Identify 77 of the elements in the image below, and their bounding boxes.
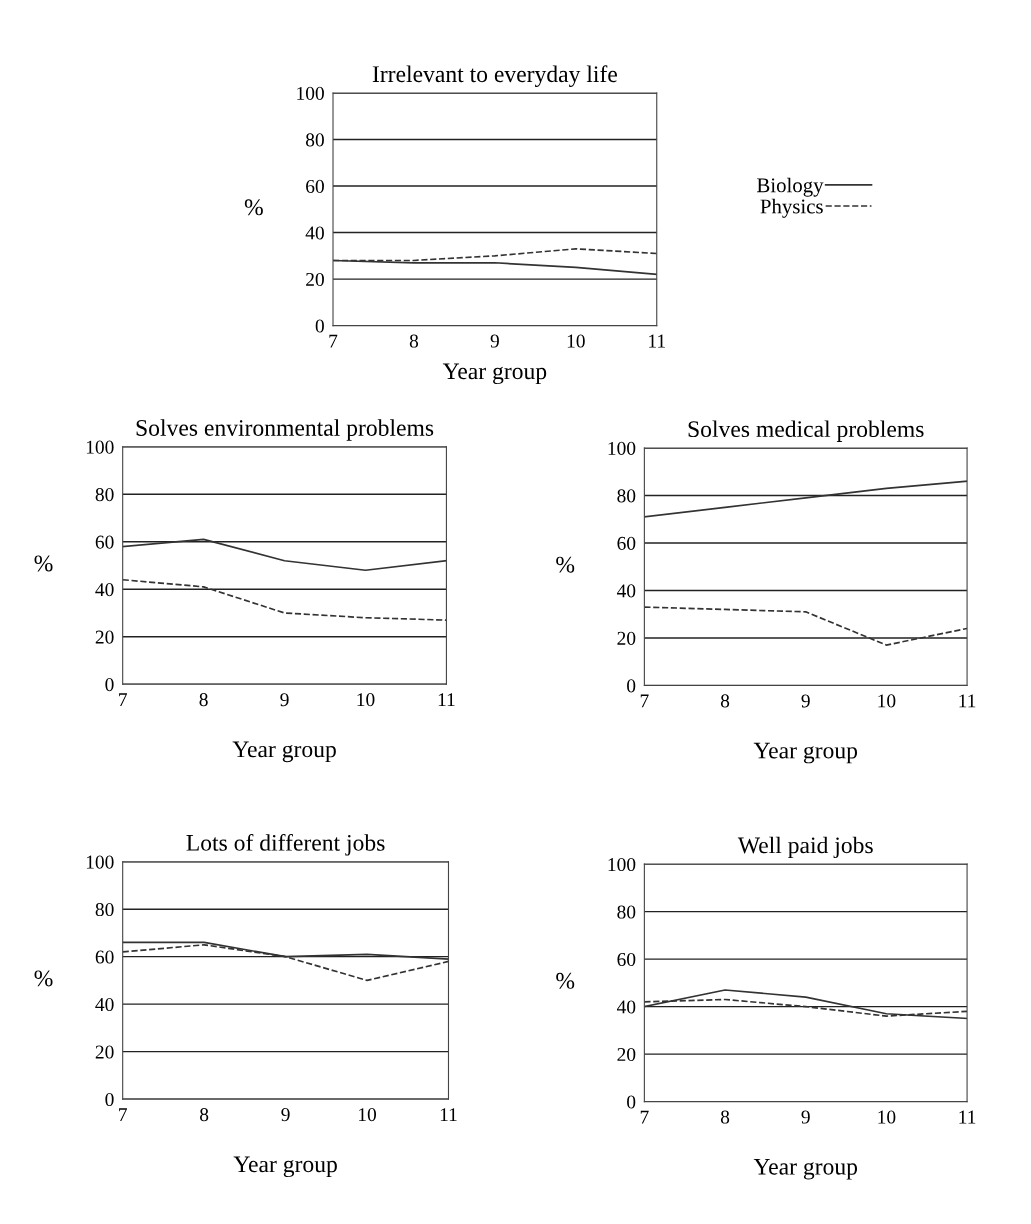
x-tick-label: 10 — [878, 1110, 896, 1124]
x-tick-label: 9 — [281, 1108, 290, 1122]
x-tick-label: 11 — [959, 1110, 976, 1124]
x-tick-label: 7 — [640, 1110, 649, 1124]
x-tick-label: 8 — [720, 694, 730, 708]
x-tick-label: 11 — [440, 1108, 457, 1121]
y-axis-title: % — [244, 199, 263, 216]
y-tick-label: 20 — [95, 1045, 114, 1059]
y-tick-label: 0 — [627, 679, 636, 693]
y-tick-label: 100 — [608, 441, 636, 455]
y-tick-label: 60 — [617, 952, 636, 967]
legend-label: Physics — [760, 198, 823, 218]
x-tick-label: 7 — [119, 693, 127, 707]
x-tick-label: 10 — [878, 694, 896, 708]
x-axis-title: Year group — [233, 1156, 337, 1178]
x-tick-label: 7 — [329, 334, 338, 348]
y-tick-label: 40 — [95, 583, 114, 597]
y-tick-label: 20 — [95, 630, 114, 644]
x-tick-label: 9 — [280, 693, 289, 707]
y-tick-label: 100 — [297, 86, 324, 100]
x-tick-label: 11 — [959, 694, 976, 708]
y-tick-label: 20 — [306, 272, 324, 287]
y-tick-label: 40 — [616, 584, 636, 598]
x-tick-label: 8 — [720, 1110, 730, 1124]
line-series — [122, 538, 447, 572]
x-tick-label: 9 — [801, 694, 810, 708]
y-tick-label: 0 — [315, 319, 324, 333]
y-tick-label: 80 — [305, 133, 324, 147]
x-tick-label: 7 — [640, 694, 649, 708]
legend-label: Biology — [757, 177, 824, 197]
chart-title: Solves environmental problems — [136, 419, 434, 441]
x-tick-label: 11 — [649, 334, 665, 348]
y-tick-label: 20 — [617, 1047, 636, 1062]
y-axis-title: % — [556, 556, 575, 573]
x-tick-label: 8 — [199, 693, 208, 707]
x-tick-label: 8 — [409, 334, 419, 348]
y-tick-label: 80 — [617, 905, 636, 919]
line-series — [644, 606, 968, 646]
x-tick-label: 9 — [490, 334, 499, 348]
y-tick-label: 100 — [86, 855, 114, 869]
y-tick-label: 60 — [306, 179, 324, 193]
chart-title: Lots of different jobs — [186, 833, 385, 856]
x-tick-label: 8 — [200, 1108, 209, 1122]
chart-title: Solves medical problems — [688, 420, 924, 442]
line-series — [644, 480, 968, 518]
x-tick-label: 10 — [567, 334, 585, 348]
y-axis-title: % — [34, 970, 53, 987]
y-tick-label: 60 — [617, 536, 636, 550]
y-tick-label: 0 — [627, 1095, 636, 1109]
x-axis-title: Year group — [753, 1158, 858, 1180]
line-series — [122, 578, 447, 621]
y-axis-title: % — [34, 555, 53, 572]
y-axis-title: % — [556, 972, 575, 989]
y-tick-label: 60 — [95, 535, 114, 549]
y-tick-label: 40 — [616, 1000, 636, 1014]
chart-title: Irrelevant to everyday life — [372, 65, 617, 88]
y-tick-label: 40 — [305, 226, 324, 240]
y-tick-label: 60 — [95, 950, 114, 964]
y-tick-label: 0 — [105, 678, 114, 692]
y-tick-label: 0 — [105, 1092, 114, 1107]
y-tick-label: 80 — [95, 488, 114, 502]
x-tick-label: 7 — [119, 1108, 127, 1121]
line-series — [644, 989, 968, 1020]
y-tick-label: 80 — [95, 903, 114, 917]
x-tick-label: 9 — [801, 1110, 810, 1124]
y-tick-label: 20 — [617, 631, 636, 645]
y-tick-label: 40 — [95, 997, 114, 1012]
y-tick-label: 100 — [608, 857, 636, 872]
y-tick-label: 100 — [86, 440, 114, 454]
chart-title: Well paid jobs — [737, 836, 873, 859]
x-axis-title: Year group — [232, 741, 336, 763]
x-axis-title: Year group — [442, 363, 547, 385]
x-tick-label: 11 — [438, 693, 455, 707]
x-tick-label: 10 — [359, 1108, 377, 1122]
x-tick-label: 10 — [357, 693, 375, 707]
x-axis-title: Year group — [753, 742, 858, 764]
y-tick-label: 80 — [617, 489, 636, 503]
